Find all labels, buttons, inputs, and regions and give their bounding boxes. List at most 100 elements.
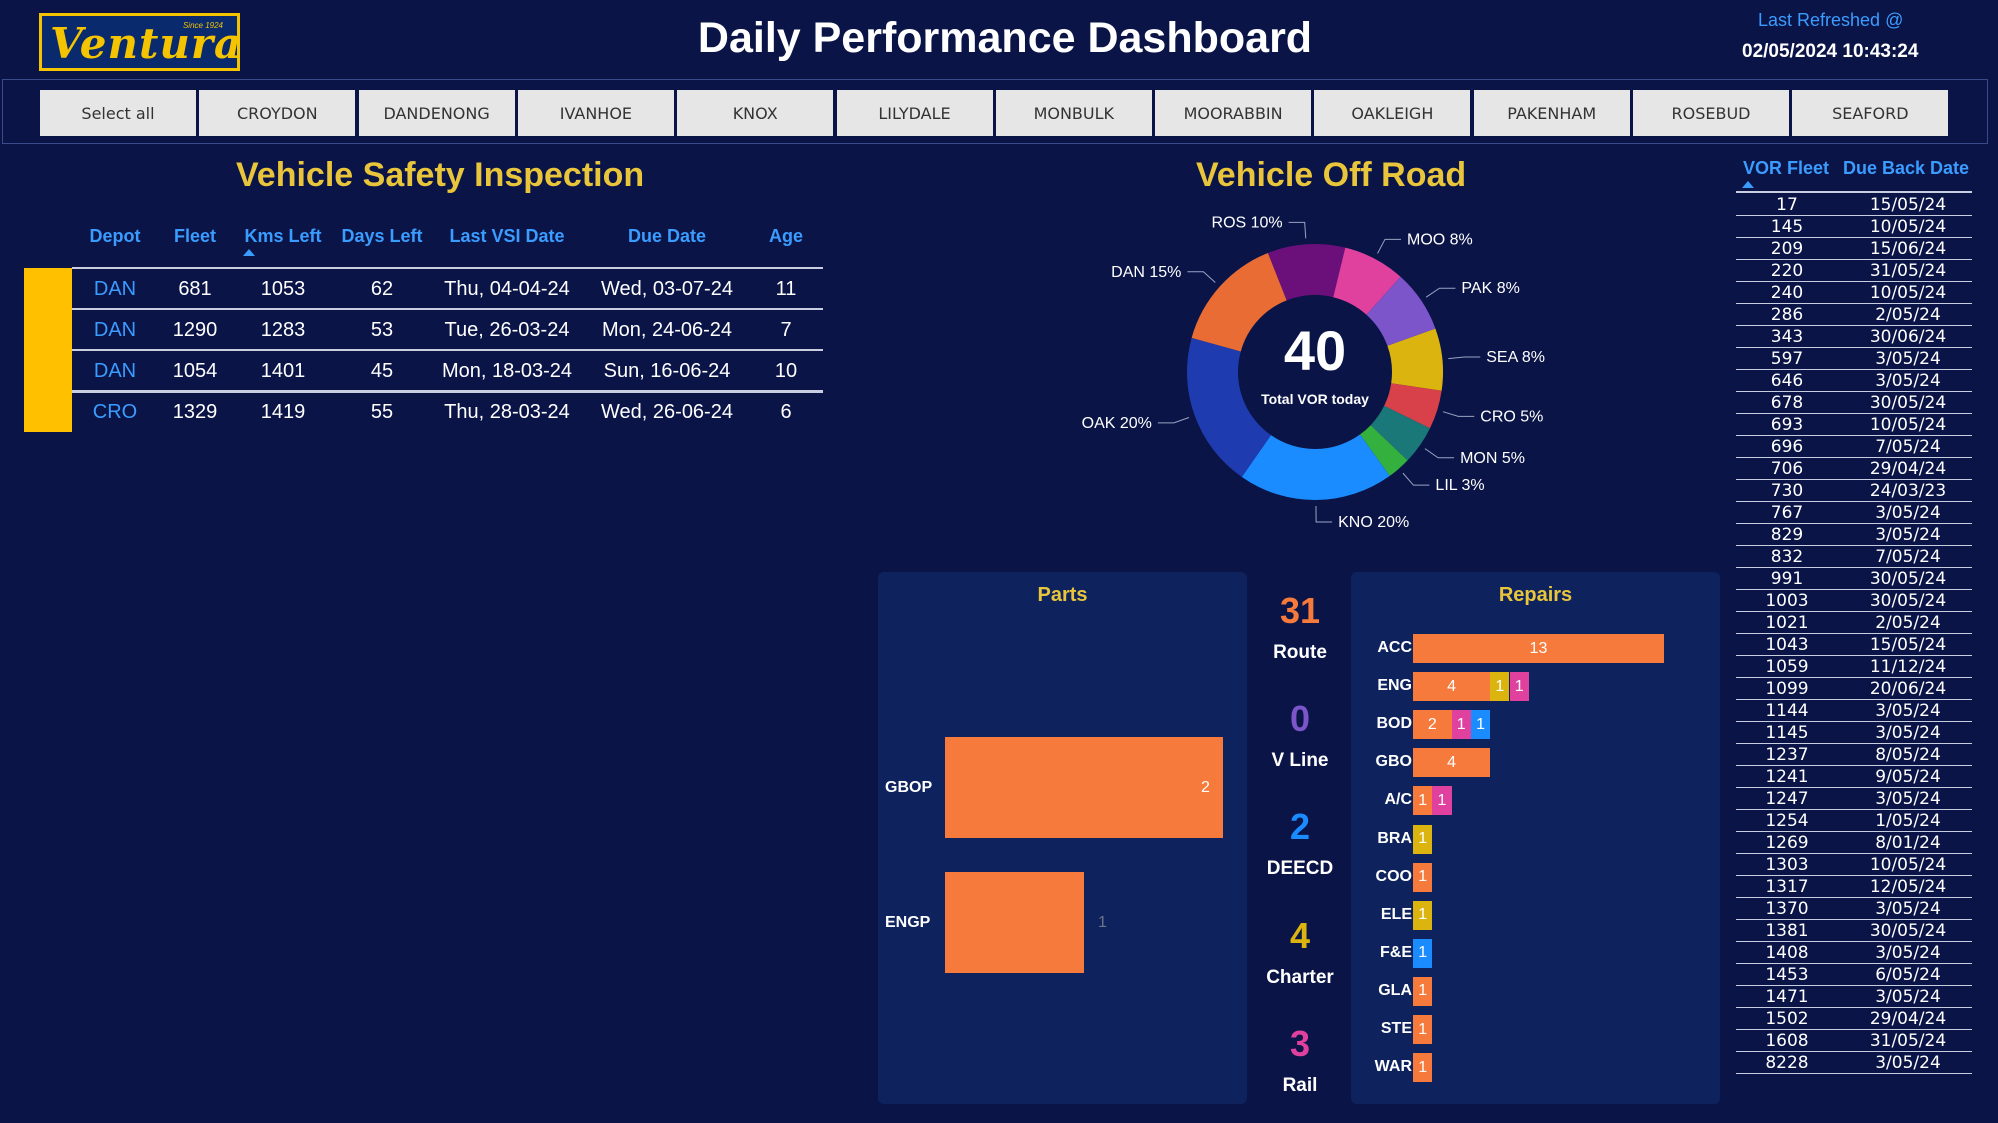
vor-list-row[interactable]: 1099 20/06/24 <box>1736 678 1972 700</box>
vor-list-row[interactable]: 1043 15/05/24 <box>1736 634 1972 656</box>
vor-fleet-header[interactable]: VOR Fleet <box>1743 158 1830 178</box>
vsi-header-depot[interactable]: Depot <box>89 226 141 246</box>
depot-button-pakenham[interactable]: PAKENHAM <box>1473 90 1630 136</box>
repairs-bar-segment-eng[interactable]: 1 <box>1509 672 1529 702</box>
vor-list-row[interactable]: 343 30/06/24 <box>1736 326 1972 348</box>
vor-list-row[interactable]: 1237 8/05/24 <box>1736 744 1972 766</box>
donut-slice-lil[interactable] <box>1359 425 1408 476</box>
vor-list-row[interactable]: 1381 30/05/24 <box>1736 920 1972 942</box>
vor-list-row[interactable]: 1408 3/05/24 <box>1736 942 1972 964</box>
repairs-bar-segment-bod[interactable]: 1 <box>1451 710 1471 740</box>
vsi-header-age[interactable]: Age <box>768 226 803 246</box>
vsi-header-last-vsi-date[interactable]: Last VSI Date <box>449 226 565 246</box>
repairs-bar-segment-bod[interactable]: 2 <box>1413 710 1452 740</box>
repairs-category-eng: ENG <box>1377 677 1412 695</box>
parts-bar-gbop[interactable] <box>945 737 1223 838</box>
depot-button-croydon[interactable]: CROYDON <box>199 90 356 136</box>
repairs-bar-segment-f-e[interactable]: 1 <box>1413 938 1433 968</box>
depot-button-oakleigh[interactable]: OAKLEIGH <box>1314 90 1471 136</box>
vor-list-row[interactable]: 597 3/05/24 <box>1736 348 1972 370</box>
donut-slice-cro[interactable] <box>1384 383 1442 429</box>
donut-slice-oak[interactable] <box>1187 337 1271 478</box>
repairs-bar-segment-coo[interactable]: 1 <box>1413 862 1433 892</box>
vor-list-row[interactable]: 730 24/03/23 <box>1736 480 1972 502</box>
vor-list-row[interactable]: 145 10/05/24 <box>1736 216 1972 238</box>
vor-list-row[interactable]: 1502 29/04/24 <box>1736 1008 1972 1030</box>
due-back-date: 3/05/24 <box>1875 987 1941 1007</box>
repairs-bar-segment-bod[interactable]: 1 <box>1470 710 1491 740</box>
donut-slice-ros[interactable] <box>1267 244 1346 301</box>
repairs-bar-segment-bra[interactable]: 1 <box>1413 824 1433 854</box>
repairs-bar-segment-gla[interactable]: 1 <box>1413 976 1433 1006</box>
repairs-bar-segment-eng[interactable]: 1 <box>1490 672 1510 702</box>
vor-list-row[interactable]: 646 3/05/24 <box>1736 370 1972 392</box>
repairs-bar-segment-acc[interactable]: 13 <box>1413 634 1664 663</box>
donut-slice-dan[interactable] <box>1191 252 1287 352</box>
table-row[interactable]: DAN 1054 1401 45 Mon, 18-03-24 Sun, 16-06-24 1… <box>24 349 823 391</box>
vor-list-row[interactable]: 1059 11/12/24 <box>1736 656 1972 678</box>
depot-button-moorabbin[interactable]: MOORABBIN <box>1155 90 1312 136</box>
repairs-bar-segment-ste[interactable]: 1 <box>1413 1015 1433 1044</box>
repairs-bar-segment-a-c[interactable]: 1 <box>1413 786 1433 816</box>
vor-list-row[interactable]: 1144 3/05/24 <box>1736 700 1972 722</box>
vor-list-row[interactable]: 991 30/05/24 <box>1736 568 1972 590</box>
vsi-header-kms-left[interactable]: Kms Left <box>244 226 322 246</box>
repairs-bar-segment-gbo[interactable]: 4 <box>1413 748 1491 778</box>
vor-list-row[interactable]: 1145 3/05/24 <box>1736 722 1972 744</box>
vor-list-row[interactable]: 209 15/06/24 <box>1736 238 1972 260</box>
vor-list-row[interactable]: 696 7/05/24 <box>1736 436 1972 458</box>
vor-list-row[interactable]: 832 7/05/24 <box>1736 546 1972 568</box>
due-back-date: 15/05/24 <box>1869 195 1947 215</box>
parts-bar-engp[interactable] <box>945 872 1084 973</box>
vor-list-row[interactable]: 678 30/05/24 <box>1736 392 1972 414</box>
donut-slice-moo[interactable] <box>1333 247 1401 315</box>
donut-slice-sea[interactable] <box>1387 328 1443 391</box>
donut-slice-mon[interactable] <box>1370 405 1430 461</box>
vor-list-row[interactable]: 8228 3/05/24 <box>1736 1052 1972 1074</box>
vsi-header-days-left[interactable]: Days Left <box>341 226 423 246</box>
vor-list-row[interactable]: 1241 9/05/24 <box>1736 766 1972 788</box>
table-row[interactable]: DAN 681 1053 62 Thu, 04-04-24 Wed, 03-07-24 11 <box>24 267 823 309</box>
depot-button-dandenong[interactable]: DANDENONG <box>358 90 515 136</box>
vor-list-row[interactable]: 1370 3/05/24 <box>1736 898 1972 920</box>
vsi-header-due-date[interactable]: Due Date <box>627 226 707 246</box>
due-back-date-header[interactable]: Due Back Date <box>1843 158 1970 178</box>
sort-ascending-icon[interactable] <box>1742 181 1754 188</box>
repairs-bar-segment-eng[interactable]: 4 <box>1413 672 1491 702</box>
donut-slice-pak[interactable] <box>1366 276 1436 346</box>
depot-button-rosebud[interactable]: ROSEBUD <box>1633 90 1789 136</box>
donut-slice-kno[interactable] <box>1241 434 1390 500</box>
repairs-bar-segment-war[interactable]: 1 <box>1413 1053 1433 1083</box>
depot-button-knox[interactable]: KNOX <box>677 90 834 136</box>
vor-list-row[interactable]: 1247 3/05/24 <box>1736 788 1972 810</box>
repairs-bar-segment-a-c[interactable]: 1 <box>1432 786 1452 816</box>
depot-button-lilydale[interactable]: LILYDALE <box>836 90 993 136</box>
vor-list-row[interactable]: 17 15/05/24 <box>1736 194 1972 216</box>
depot-button-seaford[interactable]: SEAFORD <box>1792 90 1949 136</box>
vor-list-row[interactable]: 693 10/05/24 <box>1736 414 1972 436</box>
vsi-header-fleet[interactable]: Fleet <box>173 226 216 246</box>
vor-list-row[interactable]: 1003 30/05/24 <box>1736 590 1972 612</box>
vor-list-row[interactable]: 767 3/05/24 <box>1736 502 1972 524</box>
vor-list-row[interactable]: 286 2/05/24 <box>1736 304 1972 326</box>
vor-list-row[interactable]: 1471 3/05/24 <box>1736 986 1972 1008</box>
depot-button-monbulk[interactable]: MONBULK <box>995 90 1152 136</box>
sort-ascending-icon[interactable] <box>243 249 255 256</box>
repairs-category-war: WAR <box>1374 1058 1412 1076</box>
vor-list-row[interactable]: 1317 12/05/24 <box>1736 876 1972 898</box>
depot-button-ivanhoe[interactable]: IVANHOE <box>517 90 674 136</box>
depot-button-select-all[interactable]: Select all <box>40 90 196 136</box>
vor-list-row[interactable]: 1303 10/05/24 <box>1736 854 1972 876</box>
vor-list-row[interactable]: 1453 6/05/24 <box>1736 964 1972 986</box>
vor-list-row[interactable]: 1021 2/05/24 <box>1736 612 1972 634</box>
vor-list-row[interactable]: 1608 31/05/24 <box>1736 1030 1972 1052</box>
table-row[interactable]: DAN 1290 1283 53 Tue, 26-03-24 Mon, 24-06-24 7 <box>24 308 823 350</box>
vor-list-row[interactable]: 706 29/04/24 <box>1736 458 1972 480</box>
vor-list-row[interactable]: 240 10/05/24 <box>1736 282 1972 304</box>
repairs-bar-segment-ele[interactable]: 1 <box>1413 900 1433 930</box>
vor-list-row[interactable]: 829 3/05/24 <box>1736 524 1972 546</box>
table-row[interactable]: CRO 1329 1419 55 Thu, 28-03-24 Wed, 26-06-24 6 <box>24 390 823 432</box>
vor-list-row[interactable]: 1269 8/01/24 <box>1736 832 1972 854</box>
vor-list-row[interactable]: 220 31/05/24 <box>1736 260 1972 282</box>
vor-list-row[interactable]: 1254 1/05/24 <box>1736 810 1972 832</box>
